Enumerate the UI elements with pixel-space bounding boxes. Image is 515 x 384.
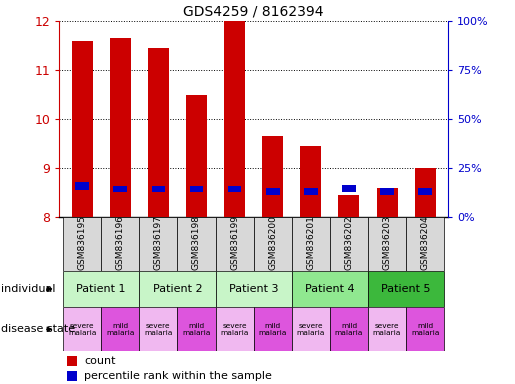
Bar <box>215 217 253 271</box>
Text: mild
malaria: mild malaria <box>411 323 439 336</box>
Bar <box>67 356 77 366</box>
Text: Patient 4: Patient 4 <box>305 284 355 294</box>
Text: GSM836197: GSM836197 <box>154 215 163 270</box>
Bar <box>224 21 245 217</box>
Bar <box>292 307 330 351</box>
Bar <box>330 307 368 351</box>
Bar <box>368 217 406 271</box>
Bar <box>304 188 318 195</box>
Bar <box>376 188 398 217</box>
Text: mild
malaria: mild malaria <box>106 323 134 336</box>
Text: percentile rank within the sample: percentile rank within the sample <box>84 371 272 381</box>
Text: individual: individual <box>1 284 56 294</box>
Bar <box>228 185 242 192</box>
Text: Patient 3: Patient 3 <box>229 284 279 294</box>
Bar <box>148 48 169 217</box>
Bar <box>177 217 215 271</box>
Text: GSM836200: GSM836200 <box>268 215 277 270</box>
Bar <box>338 195 359 217</box>
Text: mild
malaria: mild malaria <box>335 323 363 336</box>
Bar <box>72 41 93 217</box>
Bar <box>177 307 215 351</box>
Text: GSM836199: GSM836199 <box>230 215 239 270</box>
Bar <box>215 271 292 307</box>
Title: GDS4259 / 8162394: GDS4259 / 8162394 <box>183 5 324 18</box>
Text: Patient 2: Patient 2 <box>152 284 202 294</box>
Bar <box>253 307 292 351</box>
Bar <box>292 271 368 307</box>
Bar <box>368 271 444 307</box>
Bar <box>67 371 77 381</box>
Bar <box>101 307 139 351</box>
Bar <box>186 94 207 217</box>
Bar <box>215 307 253 351</box>
Bar <box>415 168 436 217</box>
Bar <box>63 307 101 351</box>
Text: Patient 1: Patient 1 <box>76 284 126 294</box>
Text: GSM836198: GSM836198 <box>192 215 201 270</box>
Bar <box>151 185 165 192</box>
Bar <box>330 217 368 271</box>
Bar <box>292 217 330 271</box>
Bar <box>253 217 292 271</box>
Text: disease state: disease state <box>1 324 75 334</box>
Bar <box>300 146 321 217</box>
Text: GSM836202: GSM836202 <box>345 215 353 270</box>
Bar <box>368 307 406 351</box>
Bar <box>139 271 215 307</box>
Text: severe
malaria: severe malaria <box>144 323 173 336</box>
Bar <box>406 307 444 351</box>
Bar <box>342 185 356 192</box>
Text: severe
malaria: severe malaria <box>68 323 96 336</box>
Bar <box>266 188 280 195</box>
Text: GSM836196: GSM836196 <box>116 215 125 270</box>
Text: GSM836204: GSM836204 <box>421 215 430 270</box>
Text: mild
malaria: mild malaria <box>259 323 287 336</box>
Text: severe
malaria: severe malaria <box>220 323 249 336</box>
Text: severe
malaria: severe malaria <box>373 323 401 336</box>
Bar <box>75 182 89 190</box>
Bar <box>101 217 139 271</box>
Bar <box>418 188 432 195</box>
Text: count: count <box>84 356 116 366</box>
Text: severe
malaria: severe malaria <box>297 323 325 336</box>
Bar <box>113 185 127 192</box>
Bar <box>380 188 394 195</box>
Bar <box>262 136 283 217</box>
Bar <box>63 217 101 271</box>
Text: GSM836203: GSM836203 <box>383 215 391 270</box>
Bar <box>139 307 177 351</box>
Bar <box>190 185 203 192</box>
Bar <box>139 217 177 271</box>
Text: GSM836195: GSM836195 <box>78 215 87 270</box>
Text: Patient 5: Patient 5 <box>382 284 431 294</box>
Text: GSM836201: GSM836201 <box>306 215 315 270</box>
Bar <box>406 217 444 271</box>
Text: mild
malaria: mild malaria <box>182 323 211 336</box>
Bar <box>110 38 131 217</box>
Bar <box>63 271 139 307</box>
